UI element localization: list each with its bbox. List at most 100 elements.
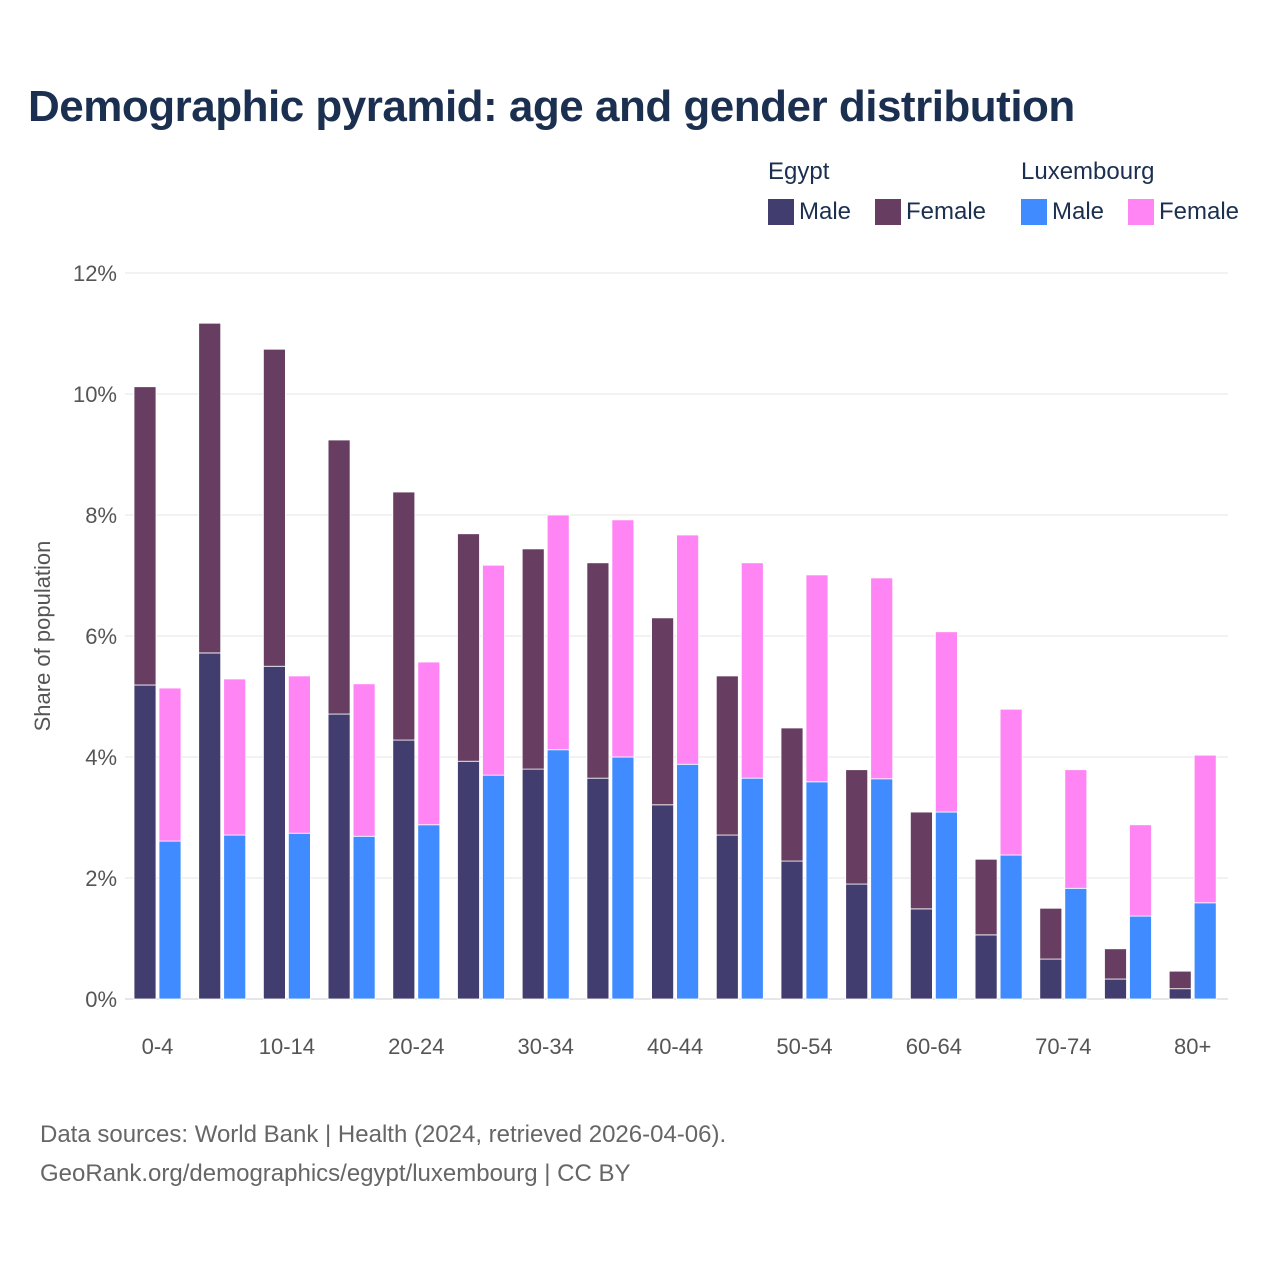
bar-egypt-female-70-74[interactable] [1039,907,1063,960]
source-line-2[interactable]: GeoRank.org/demographics/egypt/luxembour… [40,1160,631,1187]
source-note: Data sources: World Bank | Health (2024,… [40,1115,726,1193]
bar-egypt-female-75-79[interactable] [1104,948,1127,980]
bar-egypt-male-10-14[interactable] [262,665,286,1000]
bar-luxembourg-female-30-34[interactable] [546,514,570,751]
bar-egypt-female-35-39[interactable] [586,562,610,779]
bar-luxembourg-male-65-69[interactable] [999,854,1023,1000]
bar-egypt-male-30-34[interactable] [521,768,545,1000]
bar-luxembourg-male-40-44[interactable] [676,763,699,1000]
legend-egypt-female[interactable]: Female [875,198,986,226]
x-tick-label: 50-54 [776,1034,832,1059]
bar-luxembourg-male-45-49[interactable] [740,777,764,1000]
bar-luxembourg-female-10-14[interactable] [287,675,311,834]
x-tick-label: 40-44 [647,1034,703,1059]
chart-title: Demographic pyramid: age and gender dist… [28,82,1075,131]
bar-egypt-female-65-69[interactable] [974,858,998,936]
bar-egypt-male-65-69[interactable] [974,934,998,1000]
x-tick-label: 0-4 [142,1034,174,1059]
bar-luxembourg-male-20-24[interactable] [417,824,441,1000]
bar-luxembourg-female-40-44[interactable] [676,534,699,765]
bar-luxembourg-male-5-9[interactable] [223,834,247,1000]
bar-luxembourg-female-20-24[interactable] [417,661,441,826]
bar-egypt-female-15-19[interactable] [327,439,351,715]
bar-luxembourg-male-75-79[interactable] [1129,915,1152,1000]
bar-luxembourg-female-50-54[interactable] [805,574,829,783]
bar-egypt-female-30-34[interactable] [521,548,545,770]
legend-swatch [875,199,901,225]
bar-egypt-female-25-29[interactable] [457,533,480,762]
bar-luxembourg-female-15-19[interactable] [352,683,376,837]
bar-luxembourg-female-35-39[interactable] [611,519,635,758]
bar-luxembourg-male-70-74[interactable] [1064,887,1088,1000]
bar-luxembourg-male-15-19[interactable] [352,835,376,1000]
legend-swatch [768,199,794,225]
y-tick-label: 2% [85,866,117,891]
bar-egypt-female-5-9[interactable] [198,322,222,654]
y-tick-label: 10% [73,382,117,407]
bar-egypt-male-60-64[interactable] [910,908,933,1000]
legend-luxembourg-female[interactable]: Female [1128,198,1239,226]
bar-luxembourg-female-60-64[interactable] [935,631,958,813]
y-axis-label: Share of population [30,541,55,732]
bar-luxembourg-male-60-64[interactable] [935,811,958,1000]
bar-luxembourg-female-55-59[interactable] [870,577,894,780]
legend-label: Female [1159,198,1240,225]
bar-luxembourg-female-65-69[interactable] [999,708,1023,856]
bar-luxembourg-male-55-59[interactable] [870,778,894,1000]
x-tick-label: 60-64 [906,1034,962,1059]
bar-luxembourg-male-80+[interactable] [1193,902,1217,1000]
bar-egypt-male-75-79[interactable] [1104,978,1127,1000]
bar-egypt-female-45-49[interactable] [715,675,739,836]
bar-egypt-male-45-49[interactable] [715,834,739,1000]
legend-egypt-male[interactable]: Male [768,198,851,226]
bar-egypt-male-15-19[interactable] [327,713,351,1000]
bar-luxembourg-female-5-9[interactable] [223,678,247,836]
bar-egypt-male-50-54[interactable] [780,860,804,1000]
bar-egypt-male-5-9[interactable] [198,652,222,1000]
x-tick-label: 20-24 [388,1034,444,1059]
bar-egypt-male-25-29[interactable] [457,760,480,1000]
x-tick-label: 80+ [1174,1034,1211,1059]
bar-luxembourg-male-35-39[interactable] [611,756,635,1000]
y-tick-label: 12% [73,261,117,286]
bar-egypt-male-35-39[interactable] [586,777,610,1000]
y-tick-label: 4% [85,745,117,770]
legend-label: Female [906,198,987,225]
bar-egypt-male-70-74[interactable] [1039,958,1063,1000]
bar-egypt-male-55-59[interactable] [845,883,869,1000]
x-tick-label: 70-74 [1035,1034,1091,1059]
legend-label: Male [799,198,852,225]
legend-luxembourg-male[interactable]: Male [1021,198,1104,226]
bar-egypt-female-0-4[interactable] [133,386,157,686]
bar-luxembourg-female-45-49[interactable] [740,562,764,779]
bar-egypt-female-10-14[interactable] [262,348,286,667]
bar-luxembourg-male-10-14[interactable] [287,832,311,1000]
legend-swatch [1128,199,1154,225]
legend-group-egypt: Egypt [768,158,830,185]
bar-egypt-male-80+[interactable] [1168,988,1192,1000]
bar-luxembourg-female-70-74[interactable] [1064,769,1088,889]
bar-egypt-male-0-4[interactable] [133,684,157,1000]
bar-egypt-female-40-44[interactable] [651,617,674,806]
y-tick-label: 8% [85,503,117,528]
bar-egypt-male-20-24[interactable] [392,739,416,1000]
bar-luxembourg-male-0-4[interactable] [158,840,182,1000]
bar-luxembourg-female-25-29[interactable] [482,564,505,776]
bar-luxembourg-male-50-54[interactable] [805,781,829,1000]
bar-luxembourg-male-30-34[interactable] [546,749,570,1000]
x-tick-label: 10-14 [259,1034,315,1059]
bar-luxembourg-female-75-79[interactable] [1129,824,1152,917]
bar-egypt-female-20-24[interactable] [392,491,416,741]
bar-egypt-female-60-64[interactable] [910,811,933,910]
bar-luxembourg-female-0-4[interactable] [158,687,182,842]
bar-luxembourg-male-25-29[interactable] [482,774,505,1000]
source-line-1: Data sources: World Bank | Health (2024,… [40,1121,727,1148]
y-tick-label: 0% [85,987,117,1012]
bar-egypt-male-40-44[interactable] [651,804,674,1000]
bar-egypt-female-55-59[interactable] [845,769,869,885]
bar-egypt-female-50-54[interactable] [780,727,804,862]
y-tick-label: 6% [85,624,117,649]
bar-egypt-female-80+[interactable] [1168,970,1192,990]
bar-luxembourg-female-80+[interactable] [1193,754,1217,904]
